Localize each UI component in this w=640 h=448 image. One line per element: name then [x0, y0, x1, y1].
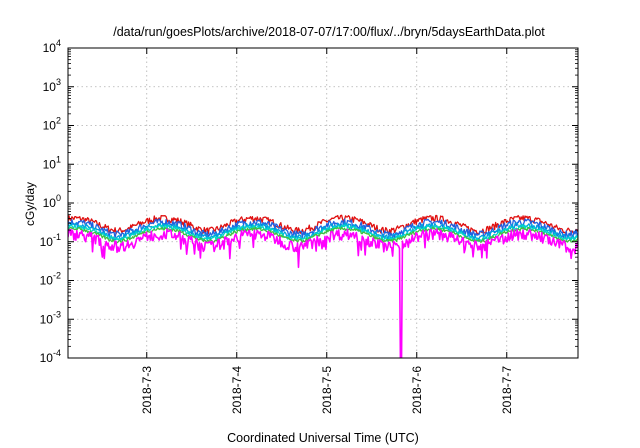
y-tick-label: 103: [43, 77, 61, 94]
plot-area: [68, 214, 578, 358]
x-tick-label: 2018-7-4: [230, 366, 244, 414]
chart-title: /data/run/goesPlots/archive/2018-07-07/1…: [113, 25, 545, 39]
x-tick-label: 2018-7-3: [140, 366, 154, 414]
series-line: [68, 228, 578, 358]
x-axis-label: Coordinated Universal Time (UTC): [227, 431, 419, 445]
y-axis: 10-4 10-3 10-2 10-1 100 101 102 103 104: [40, 38, 578, 365]
x-tick-label: 2018-7-7: [500, 366, 514, 414]
grid-lines: [68, 48, 578, 358]
y-tick-label: 102: [43, 116, 61, 133]
y-tick-label: 10-2: [40, 271, 61, 288]
y-tick-label: 10-1: [40, 232, 61, 249]
x-axis: 2018-7-3 2018-7-4 2018-7-5 2018-7-6 2018-7-7: [140, 48, 514, 414]
series-line: [68, 214, 578, 235]
y-tick-label: 100: [43, 193, 61, 210]
x-tick-label: 2018-7-6: [410, 366, 424, 414]
x-tick-label: 2018-7-5: [320, 366, 334, 414]
y-tick-label: 104: [43, 38, 61, 55]
series-line: [68, 226, 578, 244]
y-tick-label: 101: [43, 154, 61, 171]
y-axis-label: cGy/day: [23, 182, 37, 226]
y-tick-label: 10-4: [40, 348, 61, 365]
y-tick-label: 10-3: [40, 309, 61, 326]
